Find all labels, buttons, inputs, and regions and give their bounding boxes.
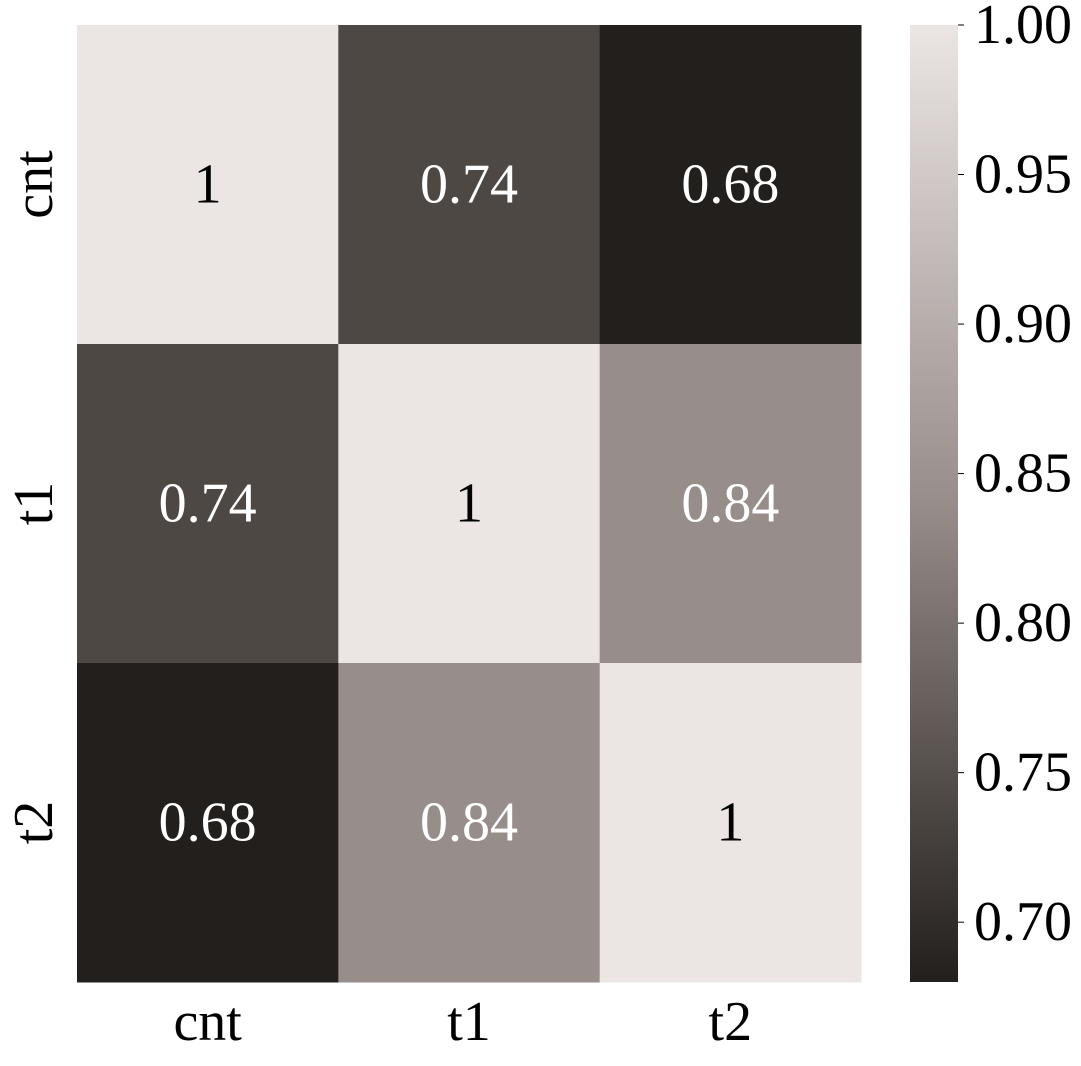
heatmap-cell-t1-t2 (599, 344, 862, 664)
heatmap-cell-cnt-t1 (338, 25, 601, 345)
y-axis-ticks: cnt t1 t2 (3, 150, 65, 844)
heatmap-cell-cnt-cnt (77, 25, 339, 345)
heatmap-cell-t2-t2 (599, 663, 862, 983)
heatmap-cell-t2-t1 (338, 663, 601, 983)
colorbar-tick-label: 0.90 (974, 293, 1072, 355)
heatmap-cell-cnt-t2 (599, 25, 862, 345)
y-tick-label: t2 (3, 801, 65, 845)
colorbar-gradient (910, 25, 958, 982)
colorbar-tick-label: 0.85 (974, 443, 1072, 505)
heatmap-cell-label: 0.84 (420, 792, 518, 854)
heatmap-cell-label: 0.68 (159, 792, 257, 854)
colorbar-tick-label: 0.70 (974, 891, 1072, 953)
x-axis-ticks: cnt t1 t2 (173, 991, 752, 1053)
heatmap-cell-label: 0.68 (681, 154, 779, 216)
heatmap-cell-t1-t1 (338, 344, 601, 664)
colorbar-tick-label: 0.80 (974, 592, 1072, 654)
y-tick-label: t1 (3, 482, 65, 526)
x-tick-label: t2 (709, 991, 753, 1053)
x-tick-label: cnt (173, 991, 242, 1053)
x-tick-label: t1 (447, 991, 491, 1053)
heatmap-cell-label: 1 (455, 473, 483, 535)
heatmap-cell-labels: 1 0.74 0.68 0.74 1 0.84 0.68 0.84 1 (159, 154, 780, 854)
heatmap-cell-label: 0.74 (420, 154, 518, 216)
heatmap-cell-t1-cnt (77, 344, 339, 664)
heatmap-cell-label: 0.74 (159, 473, 257, 535)
heatmap-cell-label: 0.84 (681, 473, 779, 535)
heatmap-cell-label: 1 (716, 792, 744, 854)
heatmap-cell-label: 1 (194, 154, 222, 216)
colorbar-tick-label: 1.00 (974, 0, 1072, 56)
colorbar: 0.70 0.75 0.80 0.85 0.90 0.95 1.00 (910, 0, 1072, 982)
heatmap-cell-t2-cnt (77, 663, 339, 983)
colorbar-tick-label: 0.75 (974, 742, 1072, 804)
y-tick-label: cnt (3, 150, 65, 219)
colorbar-tick-label: 0.95 (974, 144, 1072, 206)
heatmap-cells (77, 25, 862, 983)
